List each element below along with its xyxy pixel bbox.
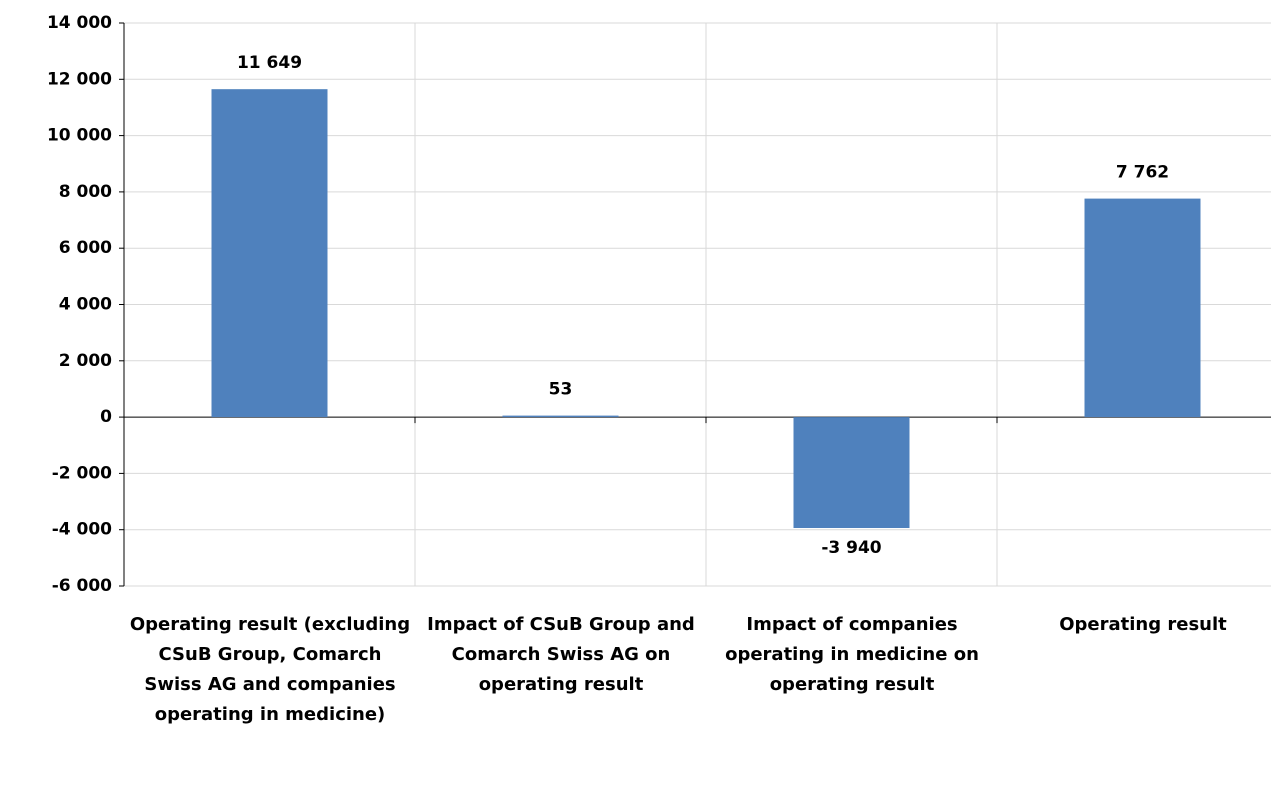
data-label: 53 [549,380,573,400]
x-tick-label: Impact of companies operating in medicin… [725,614,979,695]
y-tick-label: 0 [100,407,112,427]
data-label: -3 940 [821,538,881,558]
y-tick-label: 8 000 [59,182,112,202]
y-tick-label: -4 000 [52,520,112,540]
x-tick-label: Operating result (excluding CSuB Group, … [129,614,411,725]
y-tick-label: 14 000 [47,13,112,33]
data-label: 7 762 [1116,163,1169,183]
x-tick-label: Impact of CSuB Group and Comarch Swiss A… [427,614,695,695]
y-tick-label: 2 000 [59,351,112,371]
x-tick-label: Operating result [1059,614,1227,635]
bar [502,415,619,418]
bar [1084,198,1201,418]
bar [793,417,910,529]
bar [211,89,328,418]
y-tick-label: 12 000 [47,69,112,89]
y-tick-label: 10 000 [47,126,112,146]
y-tick-label: -6 000 [52,576,112,596]
y-tick-label: 6 000 [59,238,112,258]
data-label: 11 649 [237,53,302,73]
y-tick-label: -2 000 [52,463,112,483]
y-tick-label: 4 000 [59,295,112,315]
